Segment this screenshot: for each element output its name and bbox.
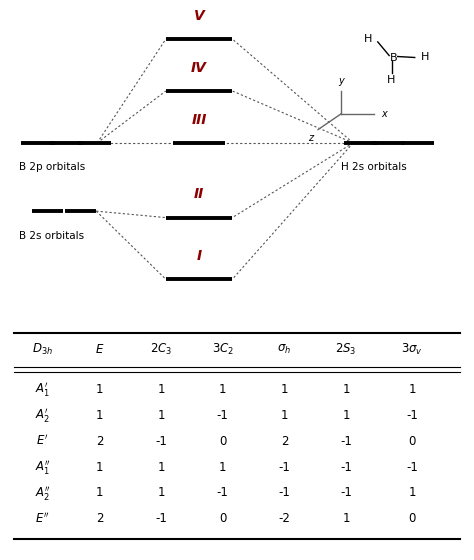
- Text: H: H: [386, 75, 395, 85]
- Text: 1: 1: [219, 383, 227, 396]
- Text: -1: -1: [155, 435, 167, 448]
- Text: $D_{3h}$: $D_{3h}$: [32, 342, 53, 357]
- Text: 2: 2: [96, 435, 103, 448]
- Text: 1: 1: [157, 409, 165, 422]
- Text: $A_1'$: $A_1'$: [35, 380, 50, 399]
- Text: 0: 0: [409, 435, 416, 448]
- Text: B: B: [390, 53, 397, 63]
- Text: B 2p orbitals: B 2p orbitals: [19, 162, 85, 172]
- Text: H 2s orbitals: H 2s orbitals: [341, 162, 407, 172]
- Text: $2C_3$: $2C_3$: [150, 342, 172, 357]
- Text: $E^{\prime\prime}$: $E^{\prime\prime}$: [35, 512, 50, 526]
- Text: -2: -2: [278, 512, 291, 525]
- Text: V: V: [194, 9, 204, 23]
- Text: -1: -1: [217, 409, 229, 422]
- Text: -1: -1: [406, 409, 419, 422]
- Text: 2: 2: [96, 512, 103, 525]
- Text: -1: -1: [340, 487, 352, 500]
- Text: y: y: [338, 76, 344, 86]
- Text: 1: 1: [157, 487, 165, 500]
- Text: 1: 1: [157, 460, 165, 474]
- Text: $A_2^{\prime\prime}$: $A_2^{\prime\prime}$: [35, 484, 51, 502]
- Text: B 2s orbitals: B 2s orbitals: [19, 231, 84, 241]
- Text: 1: 1: [157, 383, 165, 396]
- Text: -1: -1: [278, 460, 291, 474]
- Text: 0: 0: [219, 435, 227, 448]
- Text: 1: 1: [409, 487, 416, 500]
- Text: 0: 0: [409, 512, 416, 525]
- Text: H: H: [420, 52, 429, 62]
- Text: $E'$: $E'$: [36, 434, 49, 449]
- Text: III: III: [191, 113, 207, 127]
- Text: $3C_2$: $3C_2$: [212, 342, 234, 357]
- Text: -1: -1: [406, 460, 419, 474]
- Text: $A_2'$: $A_2'$: [35, 407, 50, 424]
- Text: -1: -1: [278, 487, 291, 500]
- Text: IV: IV: [191, 60, 207, 74]
- Text: 1: 1: [409, 383, 416, 396]
- Text: 1: 1: [96, 460, 103, 474]
- Text: 2: 2: [281, 435, 288, 448]
- Text: $3\sigma_v$: $3\sigma_v$: [401, 342, 423, 357]
- Text: 1: 1: [281, 383, 288, 396]
- Text: 1: 1: [219, 460, 227, 474]
- Text: 1: 1: [342, 383, 350, 396]
- Text: 1: 1: [96, 409, 103, 422]
- Text: H: H: [364, 34, 372, 44]
- Text: -1: -1: [340, 460, 352, 474]
- Text: -1: -1: [340, 435, 352, 448]
- Text: 1: 1: [96, 383, 103, 396]
- Text: 1: 1: [342, 409, 350, 422]
- Text: -1: -1: [217, 487, 229, 500]
- Text: II: II: [194, 188, 204, 202]
- Text: $A_1^{\prime\prime}$: $A_1^{\prime\prime}$: [35, 458, 51, 476]
- Text: 1: 1: [342, 512, 350, 525]
- Text: $\sigma_h$: $\sigma_h$: [277, 343, 292, 356]
- Text: x: x: [382, 109, 387, 119]
- Text: -1: -1: [155, 512, 167, 525]
- Text: $2S_3$: $2S_3$: [335, 342, 357, 357]
- Text: I: I: [197, 249, 201, 263]
- Text: 1: 1: [281, 409, 288, 422]
- Text: 0: 0: [219, 512, 227, 525]
- Text: z: z: [309, 133, 313, 143]
- Text: 1: 1: [96, 487, 103, 500]
- Text: $E$: $E$: [95, 343, 104, 356]
